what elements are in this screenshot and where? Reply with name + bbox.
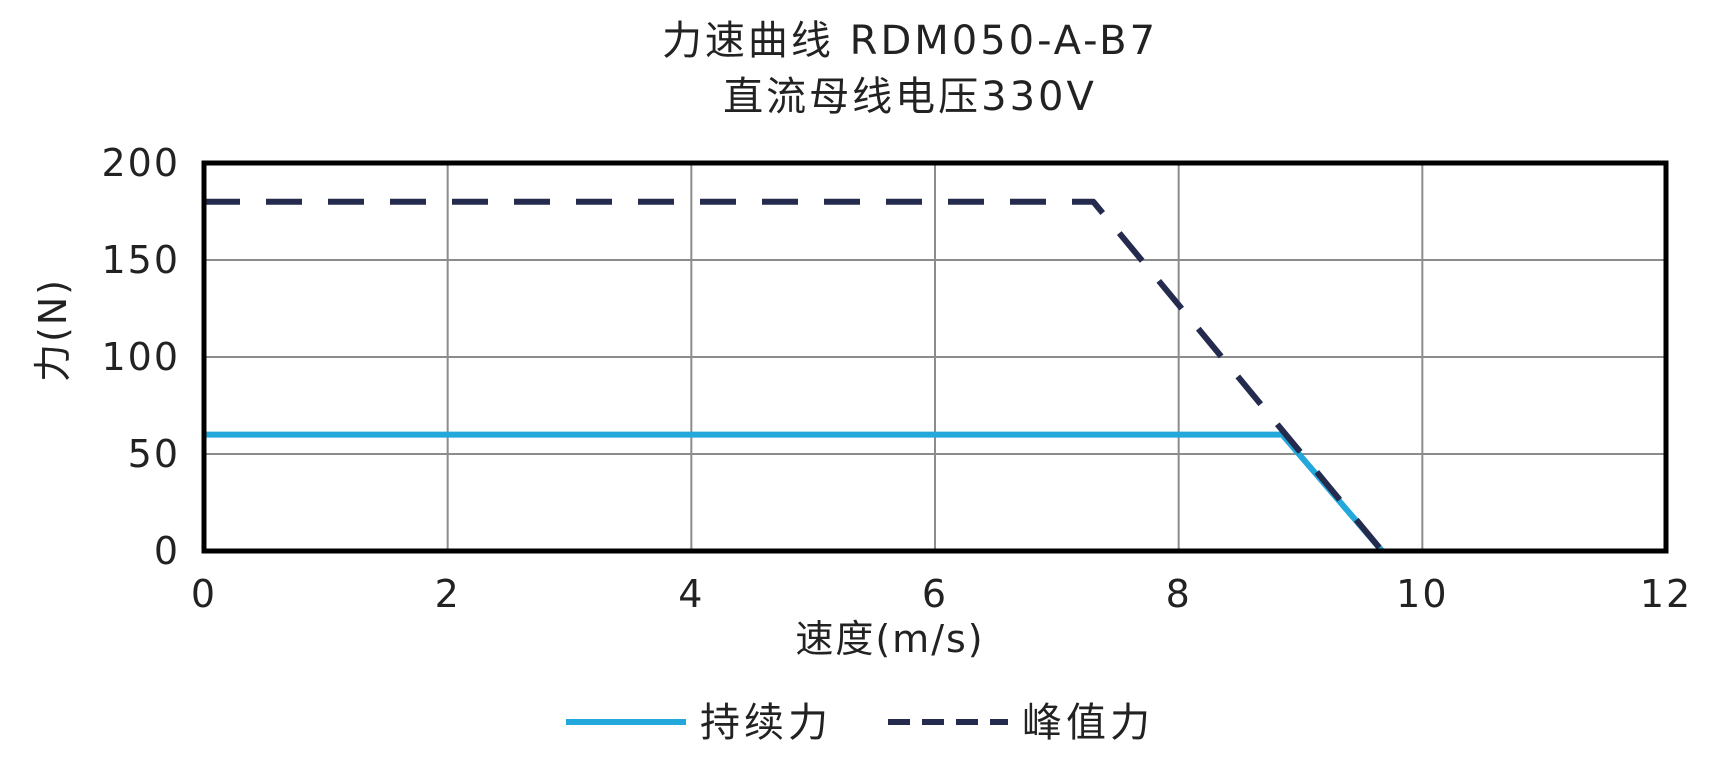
series-line-peak [204, 198, 1385, 553]
legend: 持续力 峰值力 [566, 700, 1154, 746]
y-tick-label: 50 [128, 432, 180, 476]
x-tick-label: 4 [678, 572, 704, 616]
legend-label-continuous: 持续力 [700, 700, 832, 746]
plot-series [204, 198, 1385, 553]
tick-labels: 0 2 4 6 8 10 12 0 50 100 150 200 [101, 141, 1692, 616]
plot-frame [201, 160, 1669, 554]
x-axis-label: 速度(m/s) [795, 617, 984, 661]
chart-title: 力速曲线 RDM050-A-B7 [662, 18, 1158, 64]
y-axis-label: 力(N) [31, 278, 75, 382]
y-tick-label: 150 [101, 238, 180, 282]
y-tick-label: 100 [101, 335, 180, 379]
y-tick-label: 200 [101, 141, 180, 185]
y-tick-label: 0 [154, 529, 180, 573]
legend-label-peak: 峰值力 [1022, 700, 1154, 746]
x-tick-label: 10 [1396, 572, 1448, 616]
grid [204, 163, 1666, 551]
x-tick-label: 2 [435, 572, 461, 616]
x-tick-label: 0 [191, 572, 217, 616]
x-tick-label: 12 [1640, 572, 1692, 616]
x-tick-label: 6 [922, 572, 948, 616]
series-line-continuous [204, 431, 1385, 553]
x-tick-label: 8 [1166, 572, 1192, 616]
chart-subtitle: 直流母线电压330V [723, 74, 1097, 120]
